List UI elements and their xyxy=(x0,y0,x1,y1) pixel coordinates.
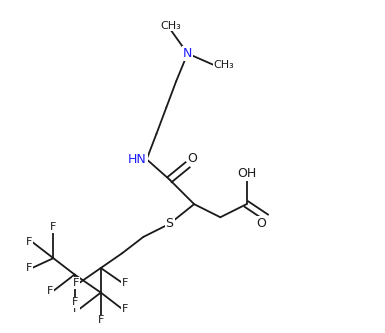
Text: N: N xyxy=(183,47,192,60)
Text: F: F xyxy=(26,237,32,247)
Text: F: F xyxy=(72,297,78,307)
Text: F: F xyxy=(122,278,129,288)
Text: O: O xyxy=(256,217,266,230)
Text: F: F xyxy=(122,304,129,314)
Text: F: F xyxy=(73,278,80,288)
Text: F: F xyxy=(98,315,104,325)
Text: O: O xyxy=(187,152,198,165)
Text: F: F xyxy=(50,222,57,232)
Text: F: F xyxy=(26,263,32,273)
Text: OH: OH xyxy=(237,166,256,179)
Text: F: F xyxy=(47,286,54,296)
Text: S: S xyxy=(166,217,174,230)
Text: F: F xyxy=(73,304,80,314)
Text: CH₃: CH₃ xyxy=(214,60,234,70)
Text: CH₃: CH₃ xyxy=(161,21,182,31)
Text: HN: HN xyxy=(128,153,147,166)
